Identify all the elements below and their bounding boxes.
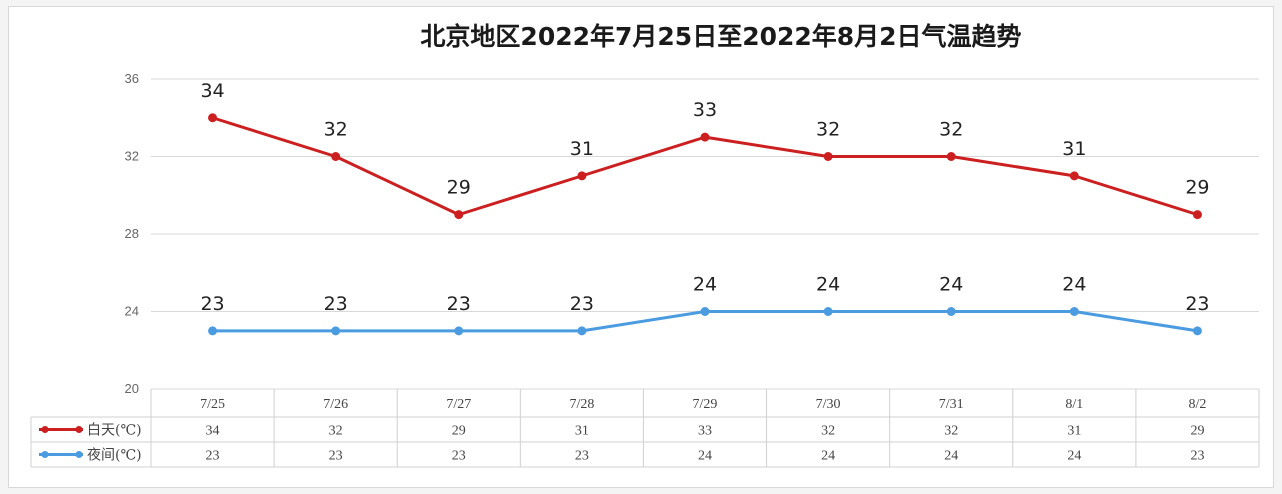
table-cell-value: 24 — [944, 449, 958, 464]
data-label: 24 — [939, 274, 963, 296]
data-point — [700, 307, 710, 316]
data-label: 23 — [447, 293, 471, 315]
y-tick-36: 36 — [125, 71, 139, 86]
table-cell-value: 24 — [698, 449, 712, 464]
table-cell-value: 23 — [329, 449, 343, 464]
data-point — [823, 152, 833, 161]
data-point — [331, 326, 341, 336]
x-tick-label: 7/30 — [816, 397, 841, 412]
data-point — [823, 307, 833, 316]
legend-key-marker — [75, 451, 83, 458]
data-label: 23 — [200, 293, 224, 315]
data-point — [577, 326, 587, 336]
data-label: 29 — [447, 177, 471, 199]
data-label: 34 — [200, 80, 224, 102]
y-tick-24: 24 — [125, 304, 139, 319]
legend-entry: 白天(℃) — [87, 423, 142, 439]
data-point — [331, 152, 341, 161]
data-label: 32 — [816, 119, 840, 141]
table-cell-value: 34 — [206, 424, 220, 439]
x-tick-label: 7/26 — [323, 397, 348, 412]
data-point — [946, 152, 956, 161]
table-cell-value: 33 — [698, 424, 712, 439]
data-label: 32 — [939, 119, 963, 141]
data-label: 32 — [324, 119, 348, 141]
data-point — [700, 132, 710, 142]
data-point — [208, 326, 218, 336]
temperature-line-chart: 北京地区2022年7月25日至2022年8月2日气温趋势 2024283236 … — [30, 22, 1260, 468]
y-tick-20: 20 — [125, 381, 139, 396]
table-cell-value: 23 — [206, 449, 220, 464]
data-point — [454, 326, 464, 336]
table-cell-value: 24 — [1067, 449, 1081, 464]
table-cell-value: 23 — [575, 449, 589, 464]
x-tick-label: 7/28 — [569, 397, 594, 412]
chart-title: 北京地区2022年7月25日至2022年8月2日气温趋势 — [420, 22, 1021, 51]
table-cell-value: 29 — [452, 424, 466, 439]
data-point — [1069, 307, 1079, 316]
y-tick-32: 32 — [125, 149, 139, 164]
data-point — [1069, 171, 1079, 181]
table-cell-value: 31 — [575, 424, 589, 439]
x-tick-label: 8/2 — [1188, 397, 1206, 412]
table-cell-value: 32 — [329, 424, 343, 439]
data-point — [1192, 210, 1202, 220]
table-cell-value: 23 — [1190, 449, 1204, 464]
data-label: 23 — [570, 293, 594, 315]
table-cell-value: 32 — [821, 424, 835, 439]
table-cell-value: 31 — [1067, 424, 1081, 439]
data-label: 29 — [1185, 177, 1209, 199]
chart-frame: 北京地区2022年7月25日至2022年8月2日气温趋势 20 24 28 32 36 … — [8, 6, 1274, 488]
data-label: 23 — [324, 293, 348, 315]
table-cell-value: 29 — [1190, 424, 1204, 439]
x-tick-label: 7/27 — [446, 397, 471, 412]
x-tick-label: 7/25 — [200, 397, 225, 412]
y-tick-28: 28 — [125, 226, 139, 241]
x-tick-label: 8/1 — [1065, 397, 1083, 412]
data-label: 23 — [1185, 293, 1209, 315]
y-axis-ticks: 20 24 28 32 36 — [125, 71, 139, 396]
series-line-0 — [212, 116, 1198, 217]
data-table: 7/25 7/26 7/27 7/28 7/29 7/30 7/31 8/1 8/2 白天(℃) 3… — [30, 389, 1260, 468]
data-label: 31 — [1062, 138, 1086, 160]
table-cell-value: 32 — [944, 424, 958, 439]
data-label: 31 — [570, 138, 594, 160]
data-point — [1192, 326, 1202, 336]
legend-key-marker — [41, 426, 49, 433]
legend-key-marker — [75, 426, 83, 433]
data-point — [946, 307, 956, 316]
gridlines — [151, 78, 1259, 390]
data-label: 24 — [1062, 274, 1086, 296]
legend-key-marker — [41, 451, 49, 458]
data-labels: 34 32 29 31 33 32 32 31 29 23 23 23 23 24 24 24 24 23 — [200, 80, 1209, 315]
data-point — [577, 171, 587, 181]
data-label: 33 — [693, 99, 717, 121]
table-cell-value: 23 — [452, 449, 466, 464]
data-point — [208, 113, 218, 123]
data-label: 24 — [816, 274, 840, 296]
series-layer — [208, 113, 1202, 336]
data-point — [454, 210, 464, 220]
table-cell-value: 24 — [821, 449, 835, 464]
legend-entry: 夜间(℃) — [87, 448, 142, 464]
data-label: 24 — [693, 274, 717, 296]
x-tick-label: 7/29 — [693, 397, 718, 412]
x-tick-label: 7/31 — [939, 397, 964, 412]
